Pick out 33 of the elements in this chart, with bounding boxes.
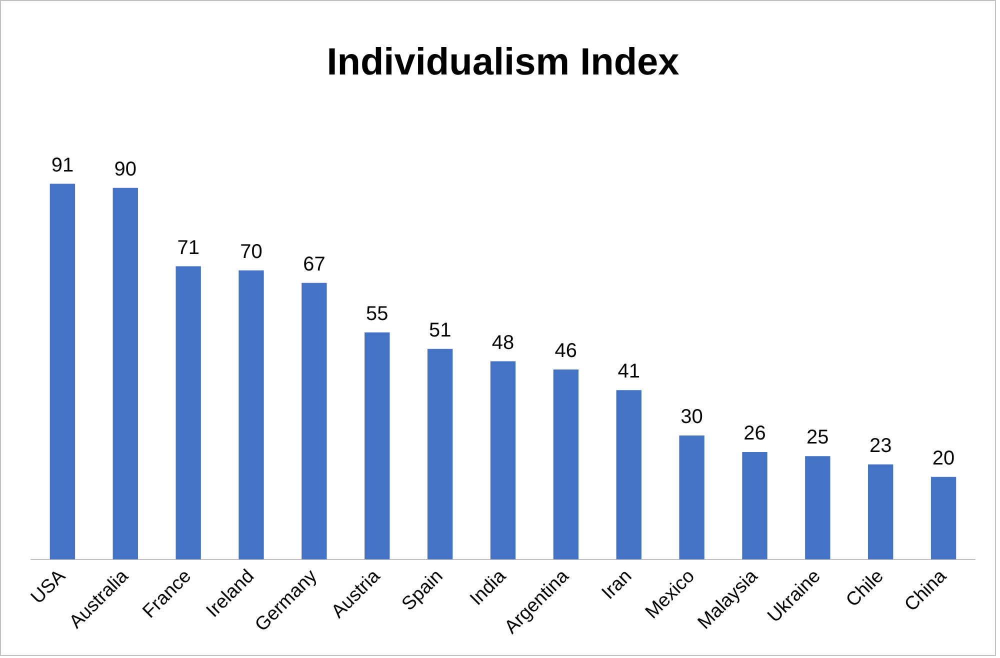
- bar: [553, 369, 579, 560]
- bar: [427, 348, 453, 560]
- bar: [805, 456, 830, 560]
- bar: [50, 184, 76, 560]
- bar: [490, 361, 516, 560]
- data-label: 71: [177, 236, 200, 259]
- data-label: 23: [869, 434, 892, 457]
- data-label: 25: [806, 426, 829, 449]
- bar: [176, 266, 201, 560]
- data-label: 41: [618, 360, 640, 383]
- data-label: 70: [240, 240, 262, 263]
- data-label: 67: [303, 253, 326, 276]
- bar: [679, 436, 704, 560]
- data-label: 51: [428, 319, 452, 342]
- bar: [742, 452, 768, 560]
- x-tick-label: USA: [27, 566, 70, 608]
- chart-title: Individualism Index: [326, 41, 680, 84]
- bar: [930, 476, 956, 560]
- data-label: 46: [554, 340, 578, 362]
- data-label: 20: [932, 447, 955, 470]
- data-label: 30: [680, 406, 703, 428]
- bar: [302, 282, 327, 560]
- bar: [364, 332, 390, 560]
- bar: [868, 464, 894, 560]
- data-label: 55: [366, 302, 388, 325]
- data-label: 48: [492, 332, 514, 354]
- bar: [112, 188, 138, 560]
- data-label: 90: [114, 158, 137, 180]
- bar: [238, 270, 264, 560]
- x-tick-label: Iran: [598, 566, 636, 604]
- bar: [616, 390, 642, 560]
- data-label: 91: [51, 154, 74, 176]
- data-label: 26: [744, 422, 766, 445]
